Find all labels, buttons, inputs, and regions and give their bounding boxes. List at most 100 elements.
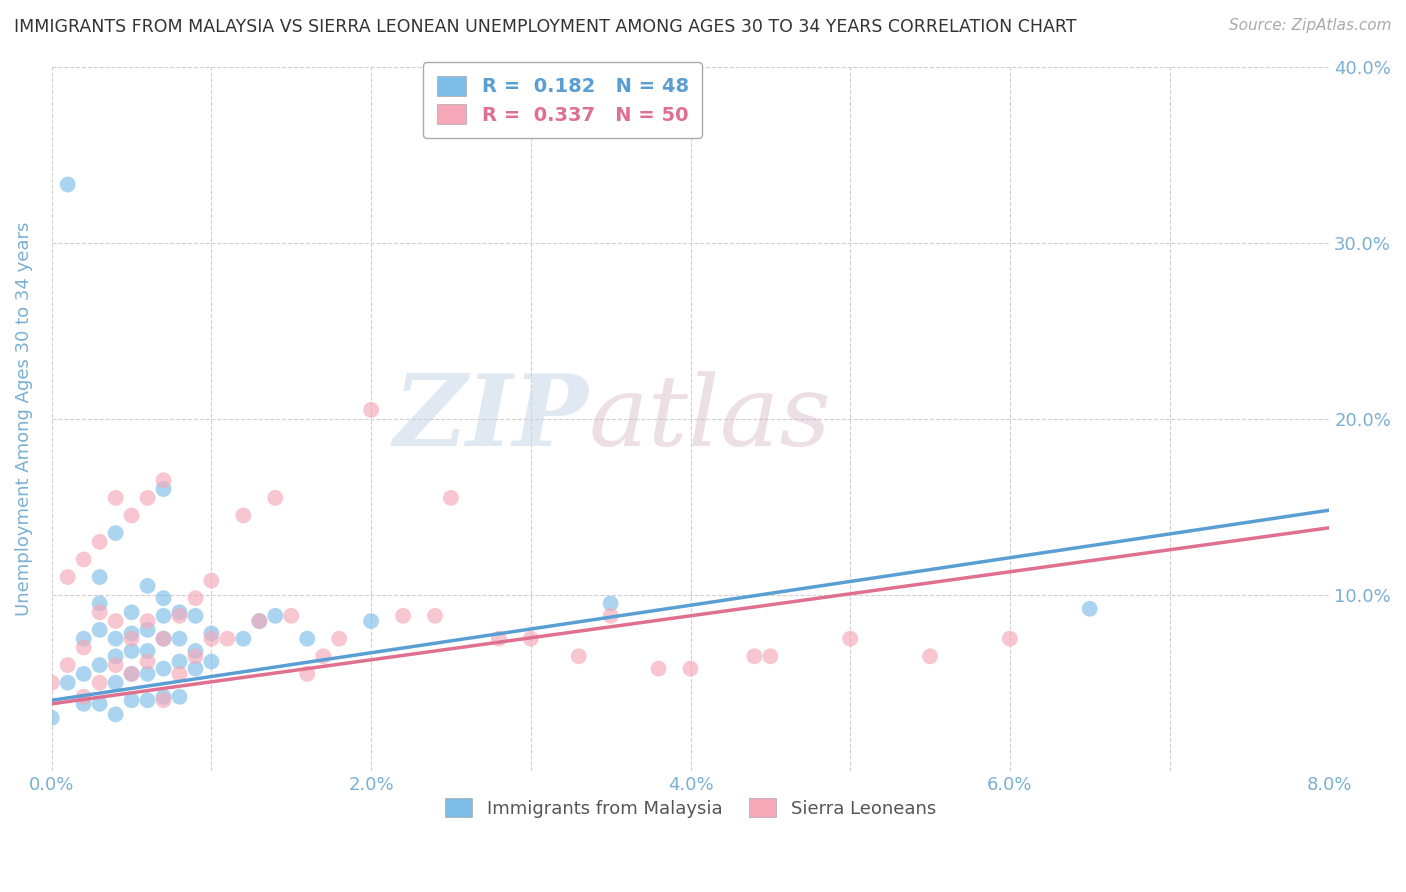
Point: [599, 608, 621, 623]
Point: [328, 632, 350, 646]
Point: [121, 666, 143, 681]
Point: [73, 632, 96, 646]
Point: [1078, 601, 1101, 615]
Point: [152, 693, 174, 707]
Point: [152, 473, 174, 487]
Point: [169, 632, 191, 646]
Point: [152, 608, 174, 623]
Point: [184, 649, 207, 664]
Point: [136, 693, 159, 707]
Point: [744, 649, 766, 664]
Point: [136, 623, 159, 637]
Point: [200, 632, 222, 646]
Point: [599, 597, 621, 611]
Point: [121, 626, 143, 640]
Point: [200, 626, 222, 640]
Text: ZIP: ZIP: [394, 370, 588, 467]
Point: [184, 608, 207, 623]
Point: [73, 690, 96, 704]
Point: [297, 666, 319, 681]
Point: [217, 632, 239, 646]
Point: [121, 605, 143, 619]
Point: [73, 552, 96, 566]
Point: [152, 690, 174, 704]
Point: [121, 693, 143, 707]
Point: [152, 482, 174, 496]
Point: [200, 655, 222, 669]
Point: [568, 649, 591, 664]
Point: [488, 632, 510, 646]
Point: [152, 632, 174, 646]
Point: [121, 666, 143, 681]
Point: [89, 605, 111, 619]
Point: [89, 597, 111, 611]
Point: [121, 508, 143, 523]
Point: [136, 579, 159, 593]
Point: [89, 623, 111, 637]
Point: [440, 491, 463, 505]
Point: [647, 662, 669, 676]
Point: [41, 711, 63, 725]
Point: [998, 632, 1021, 646]
Point: [136, 614, 159, 628]
Point: [184, 662, 207, 676]
Y-axis label: Unemployment Among Ages 30 to 34 years: Unemployment Among Ages 30 to 34 years: [15, 221, 32, 615]
Point: [89, 534, 111, 549]
Point: [104, 707, 127, 722]
Point: [169, 666, 191, 681]
Point: [73, 640, 96, 655]
Point: [392, 608, 415, 623]
Point: [169, 690, 191, 704]
Point: [360, 402, 382, 417]
Point: [679, 662, 702, 676]
Point: [184, 644, 207, 658]
Point: [104, 614, 127, 628]
Point: [169, 608, 191, 623]
Point: [520, 632, 543, 646]
Point: [136, 491, 159, 505]
Point: [200, 574, 222, 588]
Legend: Immigrants from Malaysia, Sierra Leoneans: Immigrants from Malaysia, Sierra Leonean…: [437, 791, 943, 825]
Point: [89, 570, 111, 584]
Point: [136, 655, 159, 669]
Point: [136, 666, 159, 681]
Point: [56, 570, 79, 584]
Point: [297, 632, 319, 646]
Point: [104, 632, 127, 646]
Point: [56, 178, 79, 192]
Point: [152, 662, 174, 676]
Point: [89, 658, 111, 673]
Point: [169, 605, 191, 619]
Point: [759, 649, 782, 664]
Point: [104, 675, 127, 690]
Point: [839, 632, 862, 646]
Point: [104, 526, 127, 541]
Point: [89, 675, 111, 690]
Point: [247, 614, 270, 628]
Point: [104, 649, 127, 664]
Point: [312, 649, 335, 664]
Point: [89, 697, 111, 711]
Point: [121, 632, 143, 646]
Point: [918, 649, 941, 664]
Point: [264, 491, 287, 505]
Point: [56, 675, 79, 690]
Point: [56, 658, 79, 673]
Point: [280, 608, 302, 623]
Point: [73, 697, 96, 711]
Point: [232, 508, 254, 523]
Point: [169, 655, 191, 669]
Point: [247, 614, 270, 628]
Text: IMMIGRANTS FROM MALAYSIA VS SIERRA LEONEAN UNEMPLOYMENT AMONG AGES 30 TO 34 YEAR: IMMIGRANTS FROM MALAYSIA VS SIERRA LEONE…: [14, 18, 1077, 36]
Point: [104, 658, 127, 673]
Point: [41, 675, 63, 690]
Point: [136, 644, 159, 658]
Point: [152, 591, 174, 606]
Point: [104, 491, 127, 505]
Text: atlas: atlas: [588, 371, 831, 467]
Point: [232, 632, 254, 646]
Text: Source: ZipAtlas.com: Source: ZipAtlas.com: [1229, 18, 1392, 33]
Point: [152, 632, 174, 646]
Point: [73, 666, 96, 681]
Point: [360, 614, 382, 628]
